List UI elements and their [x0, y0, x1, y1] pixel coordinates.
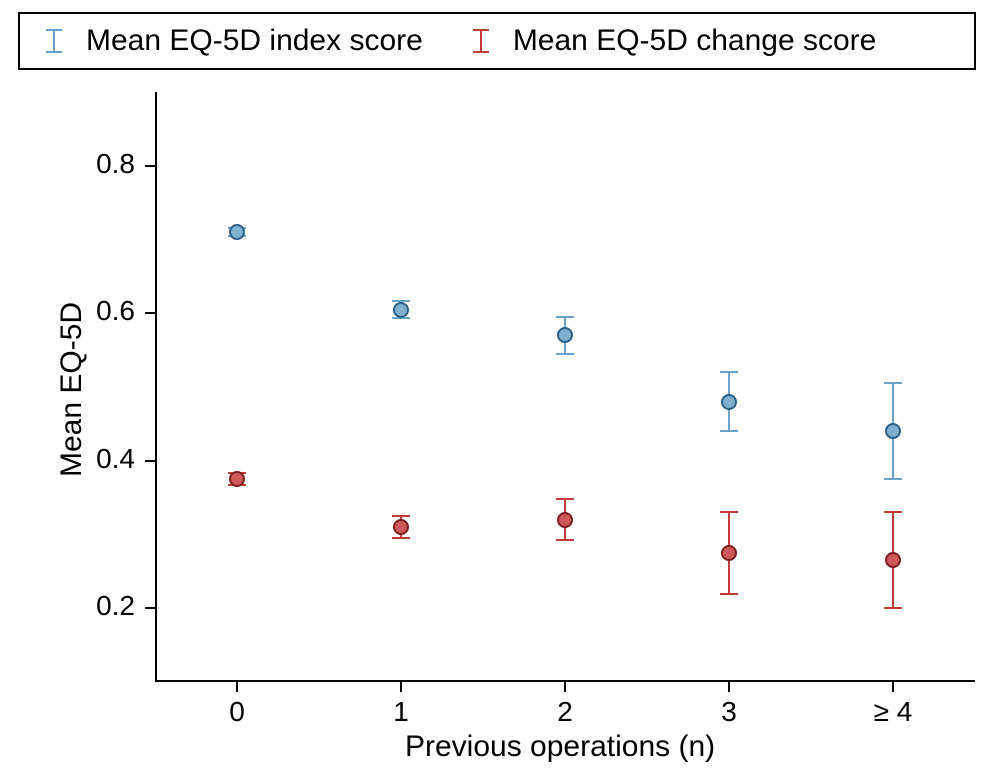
x-tick-label: 0 — [197, 696, 277, 728]
y-tick — [145, 165, 155, 167]
error-cap — [720, 371, 738, 373]
error-cap — [392, 537, 410, 539]
legend: Mean EQ-5D index score Mean EQ-5D change… — [18, 12, 976, 70]
data-point — [229, 224, 245, 240]
legend-label: Mean EQ-5D change score — [513, 24, 877, 58]
icon-stem — [53, 29, 55, 53]
icon-cap-top — [473, 29, 489, 31]
plot-area — [155, 92, 975, 682]
y-tick — [145, 312, 155, 314]
error-cap — [556, 539, 574, 541]
legend-item-change: Mean EQ-5D change score — [471, 24, 877, 58]
x-tick — [400, 682, 402, 692]
x-tick — [236, 682, 238, 692]
x-tick — [728, 682, 730, 692]
x-tick-label: 3 — [689, 696, 769, 728]
icon-cap-bot — [473, 51, 489, 53]
error-cap — [884, 382, 902, 384]
y-tick-label: 0.6 — [75, 295, 135, 327]
error-cap — [720, 511, 738, 513]
error-cap — [884, 511, 902, 513]
error-cap — [884, 607, 902, 609]
x-tick-label: ≥ 4 — [853, 696, 933, 728]
data-point — [557, 512, 573, 528]
error-cap — [720, 593, 738, 595]
data-point — [393, 519, 409, 535]
icon-stem — [480, 29, 482, 53]
data-point — [721, 394, 737, 410]
y-tick — [145, 607, 155, 609]
y-tick-label: 0.2 — [75, 590, 135, 622]
error-cap — [556, 353, 574, 355]
error-cap — [392, 515, 410, 517]
y-tick — [145, 460, 155, 462]
error-cap — [884, 478, 902, 480]
chart-container: Mean EQ-5D index score Mean EQ-5D change… — [0, 0, 996, 784]
data-point — [721, 545, 737, 561]
icon-cap-top — [46, 29, 62, 31]
legend-item-index: Mean EQ-5D index score — [44, 24, 423, 58]
y-tick-label: 0.4 — [75, 443, 135, 475]
error-cap — [392, 317, 410, 319]
errorbar-icon — [44, 27, 64, 55]
y-axis — [155, 92, 157, 682]
x-tick — [892, 682, 894, 692]
x-tick-label: 2 — [525, 696, 605, 728]
x-axis-label: Previous operations (n) — [405, 730, 715, 764]
errorbar-icon — [471, 27, 491, 55]
data-point — [393, 302, 409, 318]
icon-cap-bot — [46, 51, 62, 53]
error-cap — [556, 316, 574, 318]
y-tick-label: 0.8 — [75, 148, 135, 180]
x-tick — [564, 682, 566, 692]
legend-label: Mean EQ-5D index score — [86, 24, 423, 58]
error-cap — [720, 430, 738, 432]
x-tick-label: 1 — [361, 696, 441, 728]
error-cap — [556, 498, 574, 500]
